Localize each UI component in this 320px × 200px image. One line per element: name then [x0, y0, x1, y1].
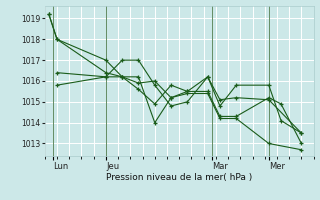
X-axis label: Pression niveau de la mer( hPa ): Pression niveau de la mer( hPa ) [106, 173, 252, 182]
